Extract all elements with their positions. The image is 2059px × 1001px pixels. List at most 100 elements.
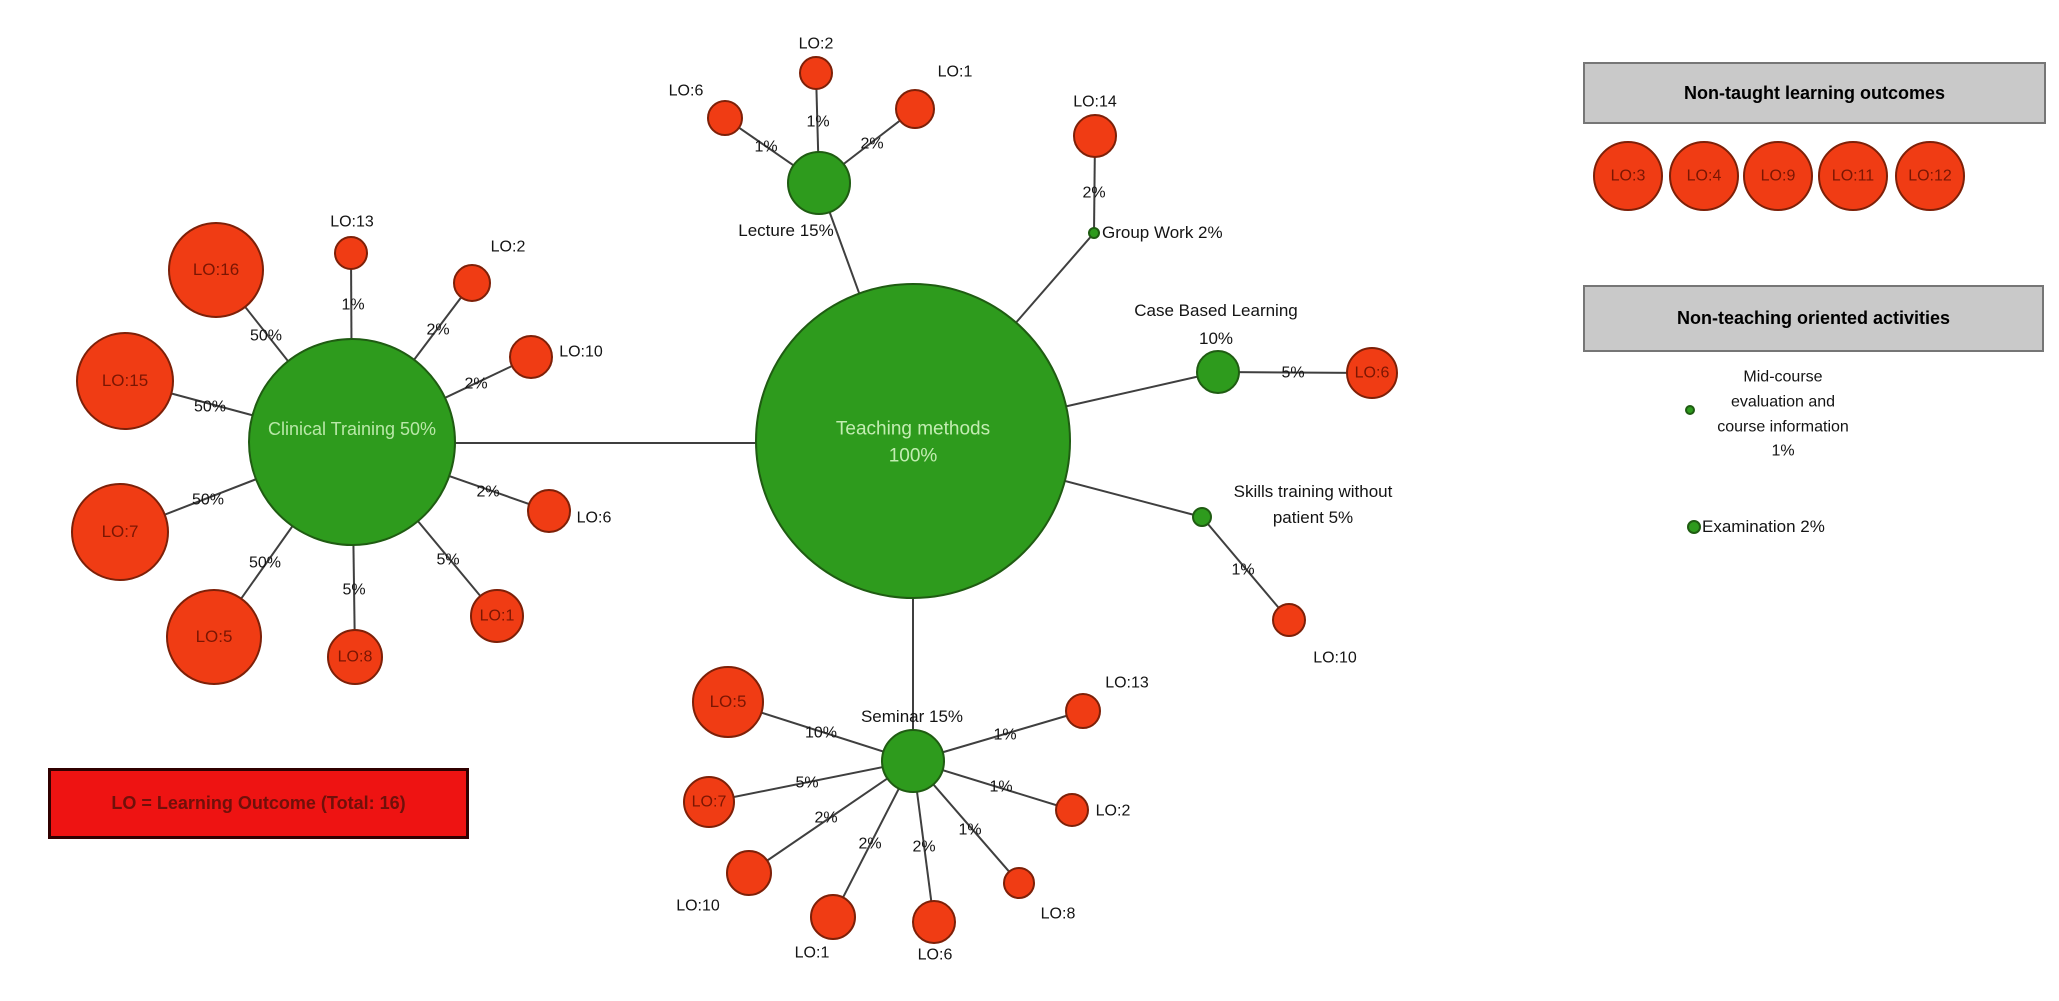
non-taught-lo4-label: LO:4 [1686,167,1722,185]
seminar-node-lo7 [683,776,735,828]
non-taught-node-lo9 [1743,141,1813,211]
seminar-node-lo8 [1003,867,1035,899]
case-based-label-line2: 10% [1198,328,1234,348]
seminar-node-lo6 [912,900,956,944]
clinical-node-lo1 [470,589,524,643]
non-taught-lo11-label: LO:11 [1831,167,1875,185]
clinical-node-lo7 [71,483,169,581]
non-taught-node-lo3 [1593,141,1663,211]
seminar-lo13-pct: 1% [993,726,1017,744]
lecture-lo1-label: LO:1 [937,63,973,81]
case-based-lo6-label: LO:6 [1354,364,1390,382]
seminar-lo5-pct: 10% [804,724,838,742]
lecture-lo2-label: LO:2 [798,35,834,53]
group-work-lo14-label: LO:14 [1073,93,1117,111]
seminar-node-lo13 [1065,693,1101,729]
clinical-node-lo2 [453,264,491,302]
non-teaching-header: Non-teaching oriented activities [1583,285,2044,352]
clinical-node-lo8 [327,629,383,685]
group-work-label: Group Work 2% [1102,222,1223,242]
clinical-lo16-label: LO:16 [192,259,240,279]
skills-training-dot [1192,507,1212,527]
teaching-methods-label-line1: Teaching methods [835,418,991,440]
clinical-lo6-pct: 2% [476,483,500,501]
non-taught-node-lo4 [1669,141,1739,211]
clinical-lo5-pct: 50% [248,554,282,572]
clinical-lo15-label: LO:15 [101,370,149,390]
lecture-label: Lecture 15% [738,220,834,240]
clinical-node-lo15 [76,332,174,430]
seminar-lo2-label: LO:2 [1095,802,1131,820]
clinical-lo2-pct: 2% [426,321,450,339]
group-work-dot [1088,227,1100,239]
teaching-methods-label-line2: 100% [888,445,938,466]
seminar-lo7-label: LO:7 [691,793,727,811]
clinical-lo5-label: LO:5 [195,626,233,646]
group-work-lo14-pct: 2% [1082,184,1106,202]
mid-course-label: Mid-course evaluation and course informa… [1663,365,1903,464]
case-based-node-lo6 [1346,347,1398,399]
non-taught-lo9-label: LO:9 [1760,167,1796,185]
seminar-node-lo5 [692,666,764,738]
non-taught-header: Non-taught learning outcomes [1583,62,2046,124]
teaching-methods-hub [755,283,1071,599]
clinical-lo7-label: LO:7 [101,521,139,541]
seminar-lo6-label: LO:6 [917,946,953,964]
seminar-lo13-label: LO:13 [1105,674,1149,692]
seminar-node-lo10 [726,850,772,896]
seminar-lo7-pct: 5% [795,774,819,792]
clinical-node-lo13 [334,236,368,270]
seminar-node-lo1 [810,894,856,940]
mid-course-line1: Mid-course [1743,368,1823,386]
clinical-lo16-pct: 50% [249,327,283,345]
clinical-lo10-pct: 2% [464,375,488,393]
lecture-lo6-pct: 1% [754,138,778,156]
lecture-lo6-label: LO:6 [668,82,704,100]
clinical-node-lo10 [509,335,553,379]
examination-label: Examination 2% [1702,516,1825,536]
skills-label-line1: Skills training without [1233,481,1393,501]
seminar-lo6-pct: 2% [912,838,936,856]
seminar-lo8-pct: 1% [958,821,982,839]
seminar-node-lo2 [1055,793,1089,827]
lecture-hub [787,151,851,215]
seminar-label: Seminar 15% [860,706,964,726]
clinical-lo2-label: LO:2 [490,238,526,256]
clinical-training-hub [248,338,456,546]
mid-course-line4: 1% [1771,442,1795,460]
clinical-lo1-pct: 5% [436,551,460,569]
lecture-lo1-pct: 2% [860,135,884,153]
case-based-learning-hub [1196,350,1240,394]
lecture-node-lo6 [707,100,743,136]
legend-box: LO = Learning Outcome (Total: 16) [48,768,469,839]
mid-course-line3: course information [1717,418,1849,435]
clinical-lo6-label: LO:6 [576,509,612,527]
clinical-training-label: Clinical Training 50% [267,419,437,440]
skills-node-lo10 [1272,603,1306,637]
clinical-lo13-pct: 1% [341,296,365,314]
seminar-lo5-label: LO:5 [709,691,747,711]
group-work-node-lo14 [1073,114,1117,158]
clinical-lo13-label: LO:13 [330,213,374,231]
seminar-lo1-pct: 2% [858,835,882,853]
lecture-node-lo2 [799,56,833,90]
skills-lo10-label: LO:10 [1313,649,1357,667]
clinical-node-lo5 [166,589,262,685]
case-based-lo6-pct: 5% [1281,364,1305,382]
legend-text: LO = Learning Outcome (Total: 16) [111,793,406,813]
clinical-lo15-pct: 50% [193,398,227,416]
skills-lo10-pct: 1% [1231,561,1255,579]
skills-label-line2: patient 5% [1272,507,1354,527]
seminar-lo10-pct: 2% [814,809,838,827]
non-taught-node-lo12 [1895,141,1965,211]
non-taught-lo3-label: LO:3 [1610,167,1646,185]
seminar-lo8-label: LO:8 [1040,905,1076,923]
case-based-label-line1: Case Based Learning [1134,300,1298,320]
clinical-lo10-label: LO:10 [559,343,603,361]
seminar-lo2-pct: 1% [989,778,1013,796]
nodes [71,56,1965,944]
lecture-node-lo1 [895,89,935,129]
seminar-lo10-label: LO:10 [676,897,720,915]
mid-course-dot [1685,405,1695,415]
